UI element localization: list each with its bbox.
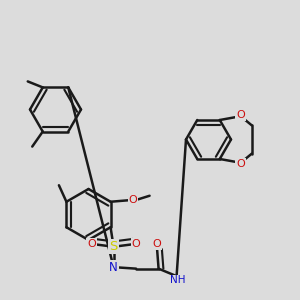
Text: O: O: [129, 195, 137, 205]
Text: S: S: [110, 240, 118, 253]
Text: O: O: [131, 239, 140, 249]
Text: O: O: [87, 239, 96, 249]
Text: NH: NH: [170, 275, 186, 285]
Text: O: O: [236, 110, 245, 120]
Text: O: O: [236, 159, 245, 169]
Text: O: O: [153, 239, 161, 249]
Text: N: N: [109, 261, 118, 274]
